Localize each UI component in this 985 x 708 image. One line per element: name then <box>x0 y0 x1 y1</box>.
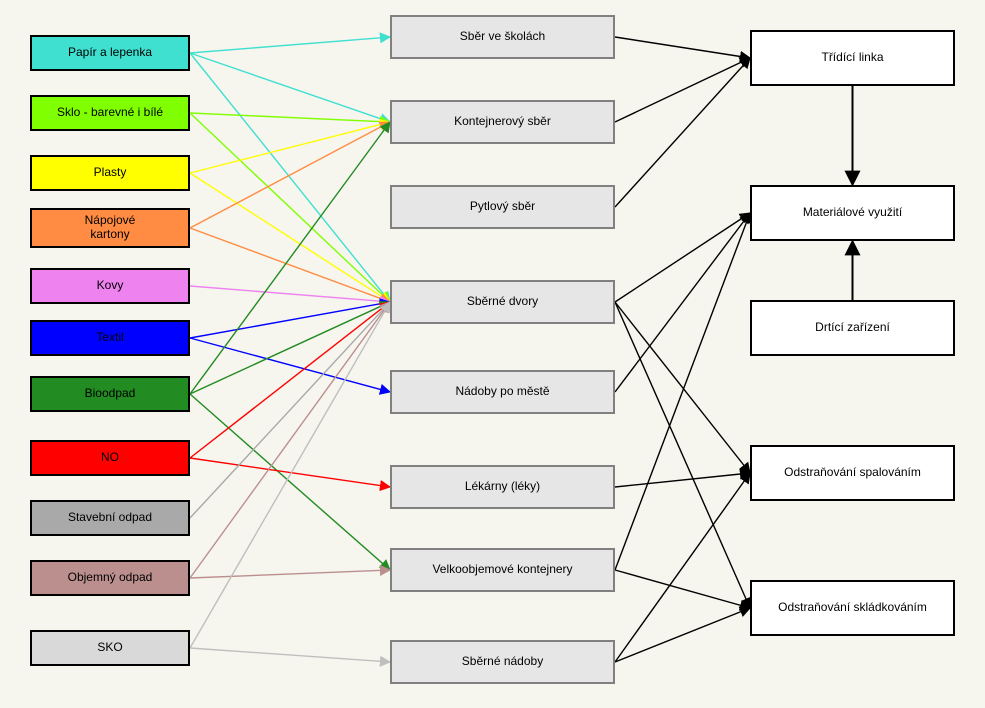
node-nadobymesto: Nádoby po městě <box>390 370 615 414</box>
edge-velkoobjem-to-material <box>615 213 750 570</box>
edge-sko-to-dvory <box>190 302 390 648</box>
node-no: NO <box>30 440 190 476</box>
node-label-drtici: Drtící zařízení <box>815 321 890 335</box>
edge-papir-to-skoly <box>190 37 390 53</box>
node-label-objemny: Objemný odpad <box>68 571 153 585</box>
node-pytle: Pytlový sběr <box>390 185 615 229</box>
node-kovy: Kovy <box>30 268 190 304</box>
node-velkoobjem: Velkoobjemové kontejnery <box>390 548 615 592</box>
node-material: Materiálové využití <box>750 185 955 241</box>
node-drtici: Drtící zařízení <box>750 300 955 356</box>
edge-bioodpad-to-kontejnery <box>190 122 390 394</box>
edge-textil-to-nadobymesto <box>190 338 390 392</box>
node-skladka: Odstraňování skládkováním <box>750 580 955 636</box>
node-sko: SKO <box>30 630 190 666</box>
edge-bioodpad-to-velkoobjem <box>190 394 390 570</box>
edge-sbernad-to-spalovani <box>615 473 750 662</box>
edge-skoly-to-tridici <box>615 37 750 58</box>
node-spalovani: Odstraňování spalováním <box>750 445 955 501</box>
node-textil: Textil <box>30 320 190 356</box>
node-label-sko: SKO <box>97 641 122 655</box>
edge-velkoobjem-to-skladka <box>615 570 750 608</box>
node-label-textil: Textil <box>96 331 123 345</box>
edge-kovy-to-dvory <box>190 286 390 302</box>
node-objemny: Objemný odpad <box>30 560 190 596</box>
node-label-lekarny: Lékárny (léky) <box>465 480 540 494</box>
edge-nadobymesto-to-material <box>615 213 750 392</box>
node-kartony: Nápojové kartony <box>30 208 190 248</box>
edge-kontejnery-to-tridici <box>615 58 750 122</box>
edge-dvory-to-spalovani <box>615 302 750 473</box>
node-label-nadobymesto: Nádoby po městě <box>455 385 549 399</box>
edge-no-to-lekarny <box>190 458 390 487</box>
edge-dvory-to-material <box>615 213 750 302</box>
node-bioodpad: Bioodpad <box>30 376 190 412</box>
node-label-no: NO <box>101 451 119 465</box>
edge-objemny-to-velkoobjem <box>190 570 390 578</box>
edge-no-to-dvory <box>190 302 390 458</box>
edge-bioodpad-to-dvory <box>190 302 390 394</box>
edge-dvory-to-skladka <box>615 302 750 608</box>
node-papir: Papír a lepenka <box>30 35 190 71</box>
edge-objemny-to-dvory <box>190 302 390 578</box>
node-label-skladka: Odstraňování skládkováním <box>778 601 927 615</box>
node-label-dvory: Sběrné dvory <box>467 295 538 309</box>
node-label-bioodpad: Bioodpad <box>85 387 136 401</box>
node-label-sklo: Sklo - barevné i bílé <box>57 106 163 120</box>
edge-sklo-to-kontejnery <box>190 113 390 122</box>
node-plasty: Plasty <box>30 155 190 191</box>
node-label-kontejnery: Kontejnerový sběr <box>454 115 551 129</box>
edge-textil-to-dvory <box>190 302 390 338</box>
node-label-material: Materiálové využití <box>803 206 902 220</box>
edge-papir-to-kontejnery <box>190 53 390 122</box>
node-label-kovy: Kovy <box>97 279 124 293</box>
node-sklo: Sklo - barevné i bílé <box>30 95 190 131</box>
edge-pytle-to-tridici <box>615 58 750 207</box>
edge-plasty-to-kontejnery <box>190 122 390 173</box>
edge-sbernad-to-skladka <box>615 608 750 662</box>
node-dvory: Sběrné dvory <box>390 280 615 324</box>
edge-papir-to-dvory <box>190 53 390 302</box>
node-tridici: Třídící linka <box>750 30 955 86</box>
edge-plasty-to-dvory <box>190 173 390 302</box>
edge-sklo-to-dvory <box>190 113 390 302</box>
edge-kartony-to-kontejnery <box>190 122 390 228</box>
diagram-canvas: Papír a lepenka Sklo - barevné i bílé Plas… <box>0 0 985 708</box>
node-label-papir: Papír a lepenka <box>68 46 152 60</box>
edge-stavebni-to-dvory <box>190 302 390 518</box>
node-label-tridici: Třídící linka <box>821 51 883 65</box>
node-label-plasty: Plasty <box>94 166 127 180</box>
node-label-spalovani: Odstraňování spalováním <box>784 466 921 480</box>
node-label-kartony: Nápojové kartony <box>85 214 136 242</box>
node-sbernad: Sběrné nádoby <box>390 640 615 684</box>
edge-lekarny-to-spalovani <box>615 473 750 487</box>
edge-sko-to-sbernad <box>190 648 390 662</box>
node-label-skoly: Sběr ve školách <box>460 30 545 44</box>
node-label-stavebni: Stavební odpad <box>68 511 152 525</box>
node-label-sbernad: Sběrné nádoby <box>462 655 543 669</box>
node-skoly: Sběr ve školách <box>390 15 615 59</box>
node-stavebni: Stavební odpad <box>30 500 190 536</box>
node-lekarny: Lékárny (léky) <box>390 465 615 509</box>
node-label-pytle: Pytlový sběr <box>470 200 535 214</box>
node-kontejnery: Kontejnerový sběr <box>390 100 615 144</box>
node-label-velkoobjem: Velkoobjemové kontejnery <box>432 563 572 577</box>
edge-kartony-to-dvory <box>190 228 390 302</box>
